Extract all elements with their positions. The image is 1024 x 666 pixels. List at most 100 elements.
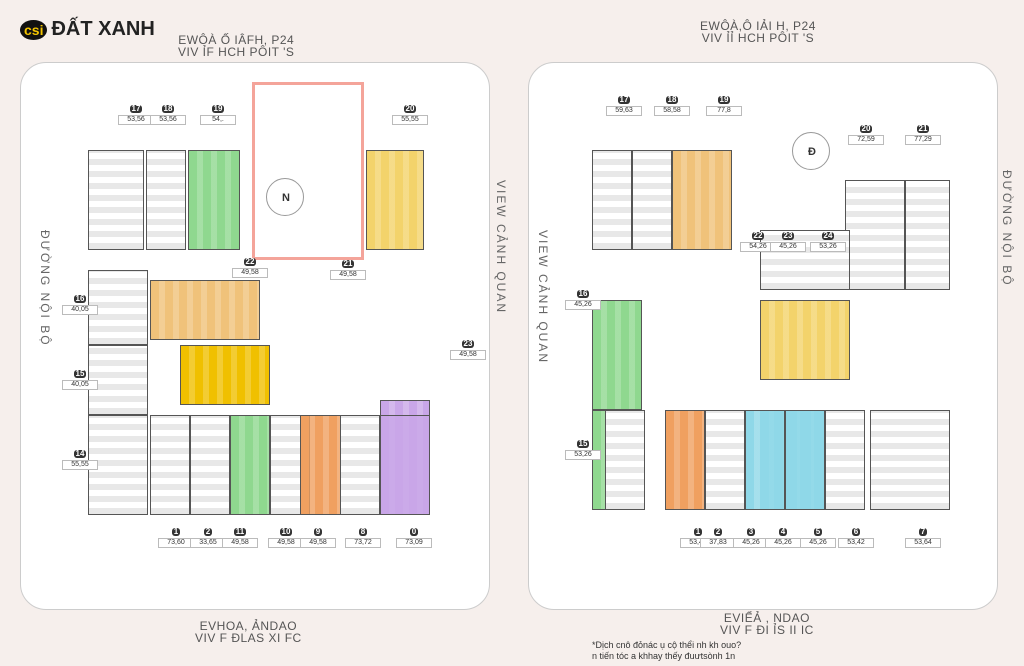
apartment-unit-left-1[interactable]: [150, 415, 190, 515]
unit-label: 5 45,26: [800, 528, 836, 548]
unit-number: 17: [129, 104, 143, 113]
unit-area: 37,83: [700, 538, 736, 548]
side-label: VIEW CẢNH QUAN: [494, 180, 508, 315]
apartment-unit-right-2[interactable]: [665, 410, 705, 510]
unit-area: 73,60: [158, 538, 194, 548]
unit-label: 2 33,65: [190, 528, 226, 548]
apartment-unit-right-22[interactable]: [760, 230, 850, 290]
unit-area: 53,56: [150, 115, 186, 125]
apartment-unit-left-2[interactable]: [190, 415, 230, 515]
core-area: [252, 82, 364, 260]
unit-number: 3: [746, 527, 756, 536]
unit-number: 0: [409, 527, 419, 536]
unit-area: 53,42: [838, 538, 874, 548]
apartment-unit-right-20[interactable]: [845, 180, 905, 290]
unit-area: 40,05: [62, 380, 98, 390]
unit-number: 5: [813, 527, 823, 536]
unit-number: 20: [859, 124, 873, 133]
apartment-unit-right-5[interactable]: [785, 410, 825, 510]
unit-number: 14: [73, 449, 87, 458]
compass: Đ: [792, 132, 830, 170]
right-plan-title: EWÔÀ,Ô IẢI H, P24 VIV ỈỈ HCH PÔIT 'S: [700, 19, 816, 45]
apartment-unit-right-1[interactable]: [605, 410, 645, 510]
unit-area: 59,63: [606, 106, 642, 116]
unit-number: 22: [751, 231, 765, 240]
unit-label: 1 73,60: [158, 528, 194, 548]
unit-area: 45,26: [800, 538, 836, 548]
unit-label: 6 53,42: [838, 528, 874, 548]
apartment-unit-right-16[interactable]: [592, 300, 642, 410]
apartment-unit-right-3[interactable]: [705, 410, 745, 510]
unit-number: 22: [243, 257, 257, 266]
unit-label: 20 55,55: [392, 105, 428, 125]
unit-number: 8: [358, 527, 368, 536]
unit-label: 19 77,8: [706, 96, 742, 116]
unit-label: 9 49,58: [300, 528, 336, 548]
unit-number: 19: [717, 95, 731, 104]
unit-label: 11 49,58: [222, 528, 258, 548]
unit-label: 4 45,26: [765, 528, 801, 548]
unit-number: 23: [461, 339, 475, 348]
unit-area: 55,55: [62, 460, 98, 470]
unit-number: 24: [821, 231, 835, 240]
unit-number: 21: [341, 259, 355, 268]
unit-label: 22 49,58: [232, 258, 268, 278]
unit-label: 18 58,58: [654, 96, 690, 116]
side-label: ĐƯỜNG NỘI BỘ: [38, 230, 52, 347]
unit-label: 2 37,83: [700, 528, 736, 548]
apartment-unit-left-19[interactable]: [188, 150, 240, 250]
apartment-unit-left-18[interactable]: [146, 150, 186, 250]
apartment-unit-right-19[interactable]: [672, 150, 732, 250]
unit-area: 53,64: [905, 538, 941, 548]
unit-number: 15: [73, 369, 87, 378]
unit-label: 23 45,26: [770, 232, 806, 252]
unit-number: 2: [203, 527, 213, 536]
unit-area: 49,58: [268, 538, 304, 548]
unit-number: 4: [778, 527, 788, 536]
apartment-unit-left-11[interactable]: [230, 415, 270, 515]
unit-label: 21 49,58: [330, 260, 366, 280]
unit-area: 40,05: [62, 305, 98, 315]
apartment-unit-left-22[interactable]: [180, 345, 270, 405]
unit-number: 11: [233, 527, 247, 536]
apartment-unit-right-6[interactable]: [825, 410, 865, 510]
unit-area: 49,58: [222, 538, 258, 548]
apartment-unit-right-21[interactable]: [905, 180, 950, 290]
apartment-unit-right-4[interactable]: [745, 410, 785, 510]
unit-number: 16: [73, 294, 87, 303]
apartment-unit-left-0[interactable]: [380, 415, 430, 515]
apartment-unit-left-21[interactable]: [150, 280, 260, 340]
unit-area: 73,72: [345, 538, 381, 548]
unit-label: 7 53,64: [905, 528, 941, 548]
unit-label: 8 73,72: [345, 528, 381, 548]
unit-label: 16 40,05: [62, 295, 98, 315]
unit-label: 18 53,56: [150, 105, 186, 125]
apartment-unit-right-23[interactable]: [760, 300, 850, 380]
unit-area: 49,58: [450, 350, 486, 360]
unit-area: 53,26: [810, 242, 846, 252]
unit-area: 53,26: [565, 450, 601, 460]
unit-number: 20: [403, 104, 417, 113]
apartment-unit-left-8[interactable]: [340, 415, 380, 515]
unit-area: 45,26: [733, 538, 769, 548]
unit-label: 0 73,09: [396, 528, 432, 548]
unit-label: 14 55,55: [62, 450, 98, 470]
unit-label: 17 59,63: [606, 96, 642, 116]
unit-number: 10: [279, 527, 293, 536]
apartment-unit-right-18[interactable]: [632, 150, 672, 250]
unit-area: 49,58: [330, 270, 366, 280]
unit-label: 15 40,05: [62, 370, 98, 390]
unit-number: 21: [916, 124, 930, 133]
unit-label: 21 77,29: [905, 125, 941, 145]
left-plan-title: EWÔÀ Ố IÂFH, P24 VIV ỈF HCH PÔIT 'S: [178, 33, 295, 59]
apartment-unit-right-17[interactable]: [592, 150, 632, 250]
apartment-unit-left-20[interactable]: [366, 150, 424, 250]
unit-number: 18: [665, 95, 679, 104]
apartment-unit-left-15[interactable]: [88, 345, 148, 415]
unit-area: 33,65: [190, 538, 226, 548]
apartment-unit-right-7[interactable]: [870, 410, 950, 510]
unit-area: 77,29: [905, 135, 941, 145]
right-footer-title: EVIỂẢ , NDAO VIV F ĐI ỈS II IC: [720, 611, 814, 637]
side-label: VIEW CẢNH QUAN: [536, 230, 550, 365]
apartment-unit-left-17[interactable]: [88, 150, 144, 250]
